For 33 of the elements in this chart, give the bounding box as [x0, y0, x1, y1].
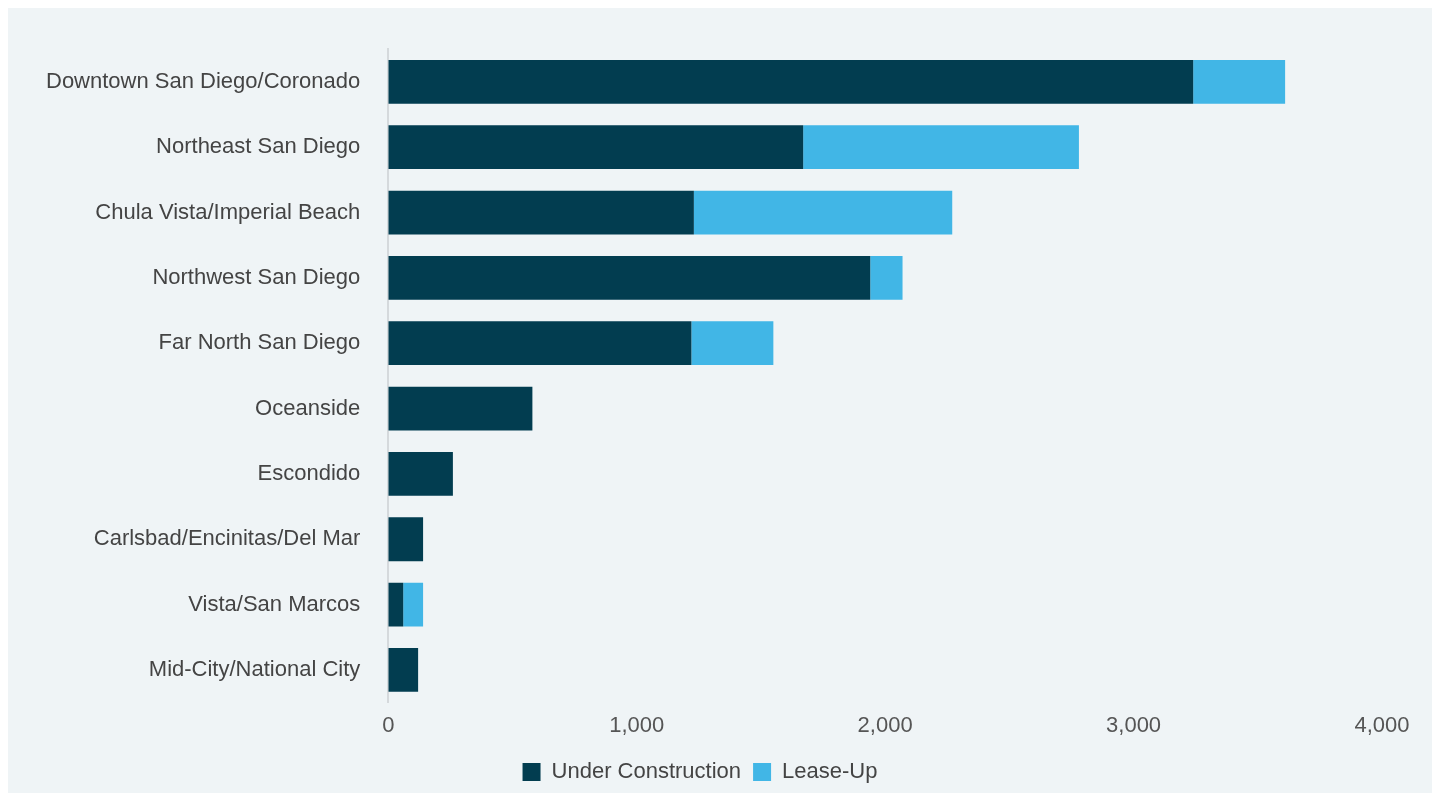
y-tick-label: Oceanside [255, 394, 361, 420]
bar [388, 648, 419, 692]
bar [691, 321, 774, 366]
bar [1193, 59, 1286, 104]
y-tick-label: Carlsbad/Encinitas/Del Mar [93, 525, 361, 551]
y-tick-label: Escondido [257, 459, 361, 485]
bar [403, 582, 424, 627]
bar [388, 321, 692, 366]
bar [803, 125, 1079, 170]
x-tick-label: 3,000 [1106, 711, 1162, 737]
x-tick-label: 4,000 [1354, 711, 1410, 737]
y-tick-label: Northwest San Diego [152, 263, 361, 289]
bar [870, 256, 903, 300]
bar [388, 256, 871, 300]
y-tick-label: Vista/San Marcos [188, 590, 361, 616]
bar [388, 386, 533, 431]
bar [693, 190, 953, 235]
y-tick-label: Mid-City/National City [148, 655, 361, 681]
legend-label: Under Construction [551, 758, 742, 784]
bar [388, 59, 1194, 104]
bar [388, 517, 424, 562]
y-tick-label: Downtown San Diego/Coronado [45, 67, 361, 93]
bar [388, 582, 404, 627]
x-tick-label: 2,000 [857, 711, 913, 737]
bar [388, 125, 804, 170]
y-tick-label: Far North San Diego [158, 329, 361, 355]
x-tick-label: 1,000 [609, 711, 665, 737]
y-tick-label: Chula Vista/Imperial Beach [95, 198, 361, 224]
y-tick-label: Northeast San Diego [156, 133, 361, 159]
bar [388, 452, 453, 496]
x-tick-label: 0 [382, 711, 395, 737]
legend-label: Lease-Up [782, 758, 878, 784]
bar [388, 190, 694, 235]
